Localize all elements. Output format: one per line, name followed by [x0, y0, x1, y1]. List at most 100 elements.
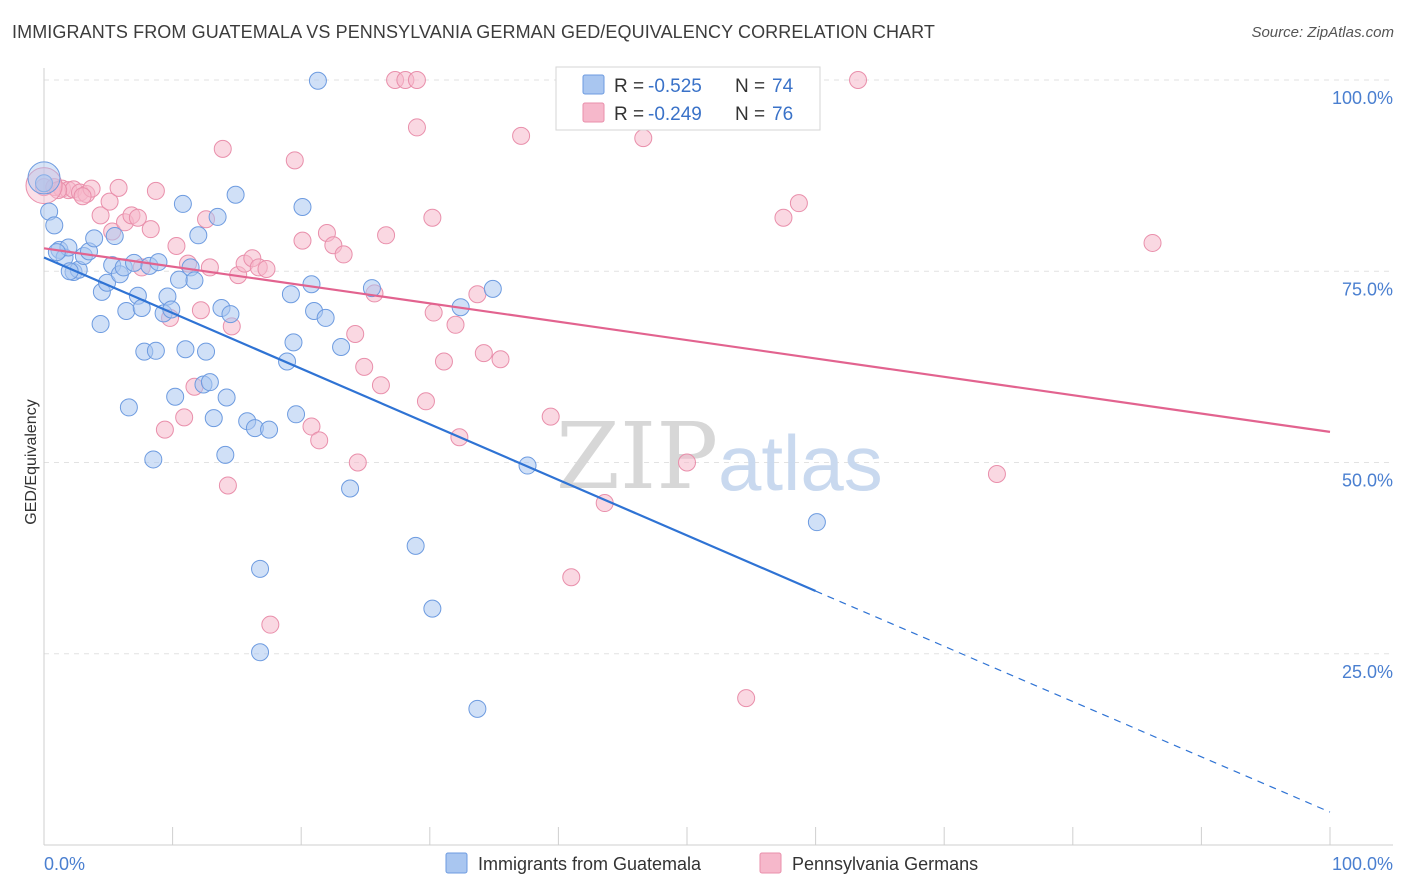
data-point-pennsylvania-germans [146, 181, 165, 200]
chart-title: IMMIGRANTS FROM GUATEMALA VS PENNSYLVANI… [12, 22, 936, 42]
y-axis-label: GED/Equivalency [23, 399, 40, 524]
data-point-pennsylvania-germans [416, 392, 435, 411]
data-point-pennsylvania-germans [302, 417, 321, 436]
watermark-atlas: atlas [718, 419, 883, 507]
grid-lines [44, 79, 1393, 655]
legend-swatch-pennsylvania-germans [759, 852, 782, 874]
regression-line-immigrants-from-guatemala [43, 256, 817, 593]
data-point-pennsylvania-germans [774, 208, 793, 227]
data-point-pennsylvania-germans [434, 352, 453, 371]
data-point-immigrants-from-guatemala [316, 308, 335, 327]
data-point-immigrants-from-guatemala [173, 194, 192, 213]
legend-r-value-pink: -0.249 [648, 104, 702, 125]
data-point-pennsylvania-germans [474, 344, 493, 363]
data-point-immigrants-from-guatemala [119, 398, 138, 417]
data-point-pennsylvania-germans [849, 71, 868, 89]
regression-line-pennsylvania-germans [43, 247, 1331, 433]
data-point-pennsylvania-germans [175, 408, 194, 427]
data-point-immigrants-from-guatemala [226, 185, 245, 204]
data-point-immigrants-from-guatemala [216, 445, 235, 464]
data-point-immigrants-from-guatemala [208, 207, 227, 226]
data-point-immigrants-from-guatemala [85, 229, 104, 248]
data-point-pennsylvania-germans [446, 315, 465, 334]
data-point-pennsylvania-germans [424, 303, 443, 322]
data-point-immigrants-from-guatemala [483, 279, 502, 298]
data-point-pennsylvania-germans [285, 151, 304, 170]
series-pennsylvania-germans [25, 71, 1162, 708]
legend-label-pennsylvania-germans: Pennsylvania Germans [792, 854, 978, 874]
data-point-pennsylvania-germans [987, 464, 1006, 483]
data-point-pennsylvania-germans [541, 407, 560, 426]
data-point-immigrants-from-guatemala [362, 279, 381, 298]
data-point-pennsylvania-germans [634, 129, 653, 148]
data-point-pennsylvania-germans [261, 615, 280, 634]
data-point-pennsylvania-germans [141, 220, 160, 239]
legend-n-label-pink: N = [735, 104, 765, 125]
watermark: ZIP atlas [556, 403, 883, 510]
data-point-immigrants-from-guatemala [189, 226, 208, 245]
x-tick-labels: 0.0% 100.0% [44, 854, 1393, 874]
x-tick-label-min: 0.0% [44, 854, 85, 874]
data-point-immigrants-from-guatemala [91, 315, 110, 334]
data-point-immigrants-from-guatemala [807, 513, 826, 532]
data-point-pennsylvania-germans [73, 187, 92, 206]
legend-n-value-pink: 76 [772, 104, 793, 125]
data-point-immigrants-from-guatemala [221, 305, 240, 324]
data-point-immigrants-from-guatemala [27, 161, 61, 195]
data-point-pennsylvania-germans [407, 71, 426, 89]
data-point-immigrants-from-guatemala [35, 174, 53, 193]
data-point-pennsylvania-germans [100, 192, 119, 211]
data-point-immigrants-from-guatemala [308, 71, 327, 90]
data-point-pennsylvania-germans [334, 245, 353, 264]
legend-r-label-pink: R = [614, 104, 644, 125]
data-point-immigrants-from-guatemala [423, 599, 442, 618]
data-point-pennsylvania-germans [678, 453, 696, 472]
data-point-pennsylvania-germans [91, 206, 110, 225]
data-point-pennsylvania-germans [167, 237, 186, 256]
data-point-pennsylvania-germans [257, 259, 276, 278]
data-point-pennsylvania-germans [423, 208, 442, 227]
data-point-pennsylvania-germans [468, 285, 487, 304]
y-tick-labels: 25.0% 50.0% 75.0% 100.0% [1332, 88, 1393, 682]
data-point-immigrants-from-guatemala [45, 216, 64, 235]
data-point-pennsylvania-germans [1143, 233, 1162, 252]
legend-r-value-blue: -0.525 [648, 76, 702, 97]
legend-swatch-pink [582, 102, 605, 123]
regression-extension-immigrants-from-guatemala [815, 590, 1331, 813]
data-point-immigrants-from-guatemala [47, 243, 66, 262]
legend-label-guatemala: Immigrants from Guatemala [478, 854, 702, 874]
data-point-immigrants-from-guatemala [260, 420, 279, 439]
data-point-immigrants-from-guatemala [204, 409, 223, 428]
data-point-immigrants-from-guatemala [176, 340, 195, 359]
correlation-legend: R = -0.525 N = 74 R = -0.249 N = 76 [555, 66, 821, 131]
data-point-immigrants-from-guatemala [302, 275, 321, 294]
data-point-immigrants-from-guatemala [251, 559, 270, 578]
series-legend: Immigrants from Guatemala Pennsylvania G… [445, 852, 978, 874]
legend-n-label-blue: N = [735, 76, 765, 97]
data-point-pennsylvania-germans [310, 431, 329, 450]
data-point-pennsylvania-germans [512, 126, 531, 145]
data-point-pennsylvania-germans [293, 231, 312, 250]
data-point-pennsylvania-germans [789, 194, 808, 213]
legend-r-label-blue: R = [614, 76, 644, 97]
data-point-pennsylvania-germans [355, 357, 374, 376]
y-tick-label: 75.0% [1342, 279, 1393, 299]
regression-lines [43, 247, 1331, 813]
y-tick-label: 100.0% [1332, 88, 1393, 108]
data-point-immigrants-from-guatemala [105, 227, 124, 246]
data-point-immigrants-from-guatemala [149, 253, 168, 272]
data-point-pennsylvania-germans [348, 453, 367, 472]
data-point-immigrants-from-guatemala [146, 341, 165, 360]
data-point-immigrants-from-guatemala [281, 285, 300, 304]
data-point-pennsylvania-germans [371, 376, 390, 395]
data-point-pennsylvania-germans [109, 178, 128, 197]
data-point-immigrants-from-guatemala [197, 342, 216, 361]
data-point-pennsylvania-germans [737, 689, 756, 708]
y-tick-label: 25.0% [1342, 662, 1393, 682]
data-point-immigrants-from-guatemala [144, 450, 163, 469]
data-point-immigrants-from-guatemala [341, 479, 360, 498]
data-point-immigrants-from-guatemala [185, 271, 204, 290]
data-point-immigrants-from-guatemala [117, 302, 136, 321]
data-point-immigrants-from-guatemala [406, 536, 425, 555]
